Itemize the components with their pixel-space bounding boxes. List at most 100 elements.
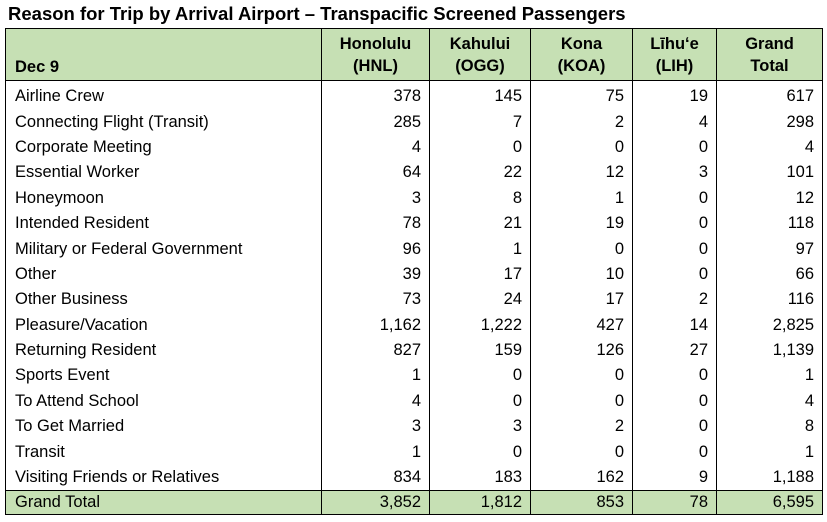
grand-total-all: 6,595	[716, 490, 823, 516]
cell-grand-total: 66	[716, 261, 823, 288]
grand-total-label: Grand Total	[5, 490, 322, 516]
cell-koa: 0	[530, 439, 633, 465]
cell-koa: 19	[530, 210, 633, 237]
cell-lih: 0	[632, 388, 717, 415]
grand-total-lih: 78	[632, 490, 717, 516]
cell-grand-total: 118	[716, 210, 823, 237]
cell-grand-total: 12	[716, 185, 823, 211]
grand-total-row: Grand Total 3,852 1,812 853 78 6,595	[5, 490, 823, 516]
cell-ogg: 0	[429, 363, 531, 389]
table-row: Connecting Flight (Transit) 285 7 2 4 298	[5, 109, 823, 135]
cell-koa: 2	[530, 414, 633, 440]
cell-lih: 4	[632, 109, 717, 135]
row-label: Essential Worker	[5, 160, 322, 186]
table-row: Corporate Meeting 4 0 0 0 4	[5, 134, 823, 161]
column-header-line1: Kona	[560, 34, 603, 53]
table-row: Returning Resident 827 159 126 27 1,139	[5, 337, 823, 364]
cell-grand-total: 101	[716, 160, 823, 186]
cell-lih: 0	[632, 261, 717, 288]
cell-grand-total: 2,825	[716, 312, 823, 338]
cell-lih: 0	[632, 414, 717, 440]
cell-ogg: 0	[429, 439, 531, 465]
cell-ogg: 24	[429, 287, 531, 313]
column-header-line1: Līhuʻe	[650, 34, 699, 53]
row-label: Airline Crew	[5, 80, 322, 110]
row-label: To Get Married	[5, 414, 322, 440]
table-row: Military or Federal Government 96 1 0 0 97	[5, 236, 823, 262]
cell-hnl: 78	[321, 210, 430, 237]
cell-hnl: 1,162	[321, 312, 430, 338]
cell-hnl: 96	[321, 236, 430, 262]
cell-grand-total: 1	[716, 363, 823, 389]
row-label: Returning Resident	[5, 337, 322, 364]
row-label: Corporate Meeting	[5, 134, 322, 161]
row-label: Connecting Flight (Transit)	[5, 109, 322, 135]
date-header: Dec 9	[5, 28, 322, 81]
cell-ogg: 17	[429, 261, 531, 288]
column-header-lih: Līhuʻe (LIH)	[632, 28, 717, 81]
table-row: Sports Event 1 0 0 0 1	[5, 363, 823, 389]
cell-koa: 12	[530, 160, 633, 186]
row-label: Visiting Friends or Relatives	[5, 464, 322, 492]
cell-hnl: 4	[321, 134, 430, 161]
cell-koa: 0	[530, 388, 633, 415]
cell-ogg: 21	[429, 210, 531, 237]
cell-lih: 0	[632, 363, 717, 389]
column-header-line1: Honolulu	[339, 34, 412, 53]
column-header-line2: (KOA)	[557, 56, 606, 75]
cell-ogg: 1	[429, 236, 531, 262]
cell-lih: 0	[632, 210, 717, 237]
row-label: Other Business	[5, 287, 322, 313]
cell-hnl: 285	[321, 109, 430, 135]
grand-total-koa: 853	[530, 490, 633, 516]
row-label: Other	[5, 261, 322, 288]
table-row: Essential Worker 64 22 12 3 101	[5, 160, 823, 186]
column-header-hnl: Honolulu (HNL)	[321, 28, 430, 81]
cell-koa: 0	[530, 363, 633, 389]
cell-hnl: 4	[321, 388, 430, 415]
cell-lih: 27	[632, 337, 717, 364]
table-body: Airline Crew 378 145 75 19 617 Connecting Flig…	[5, 80, 823, 492]
row-label: Transit	[5, 439, 322, 465]
column-header-line1: Kahului	[449, 34, 511, 53]
cell-koa: 2	[530, 109, 633, 135]
reason-for-trip-table: Dec 9 Honolulu (HNL) Kahului (OGG) Kona …	[5, 28, 823, 516]
cell-koa: 75	[530, 80, 633, 110]
grand-total-hnl: 3,852	[321, 490, 430, 516]
cell-grand-total: 4	[716, 134, 823, 161]
cell-ogg: 183	[429, 464, 531, 492]
cell-hnl: 64	[321, 160, 430, 186]
cell-hnl: 73	[321, 287, 430, 313]
table-row: Intended Resident 78 21 19 0 118	[5, 210, 823, 237]
cell-hnl: 827	[321, 337, 430, 364]
table-row: Honeymoon 3 8 1 0 12	[5, 185, 823, 211]
header-row: Dec 9 Honolulu (HNL) Kahului (OGG) Kona …	[5, 28, 823, 81]
cell-lih: 3	[632, 160, 717, 186]
cell-ogg: 0	[429, 388, 531, 415]
cell-koa: 0	[530, 134, 633, 161]
cell-ogg: 3	[429, 414, 531, 440]
column-header-line2: (OGG)	[455, 56, 505, 75]
cell-grand-total: 1,188	[716, 464, 823, 492]
row-label: Honeymoon	[5, 185, 322, 211]
cell-lih: 0	[632, 134, 717, 161]
cell-grand-total: 1	[716, 439, 823, 465]
cell-lih: 14	[632, 312, 717, 338]
cell-ogg: 1,222	[429, 312, 531, 338]
cell-hnl: 3	[321, 414, 430, 440]
table-row: Visiting Friends or Relatives 834 183 162 9 1…	[5, 464, 823, 492]
cell-hnl: 834	[321, 464, 430, 492]
cell-koa: 162	[530, 464, 633, 492]
cell-lih: 9	[632, 464, 717, 492]
cell-lih: 0	[632, 236, 717, 262]
cell-lih: 0	[632, 185, 717, 211]
table-row: Transit 1 0 0 0 1	[5, 439, 823, 465]
cell-hnl: 3	[321, 185, 430, 211]
cell-hnl: 1	[321, 439, 430, 465]
row-label: Military or Federal Government	[5, 236, 322, 262]
grand-total-ogg: 1,812	[429, 490, 531, 516]
cell-hnl: 39	[321, 261, 430, 288]
table-row: Other 39 17 10 0 66	[5, 261, 823, 288]
row-label: Pleasure/Vacation	[5, 312, 322, 338]
cell-koa: 17	[530, 287, 633, 313]
